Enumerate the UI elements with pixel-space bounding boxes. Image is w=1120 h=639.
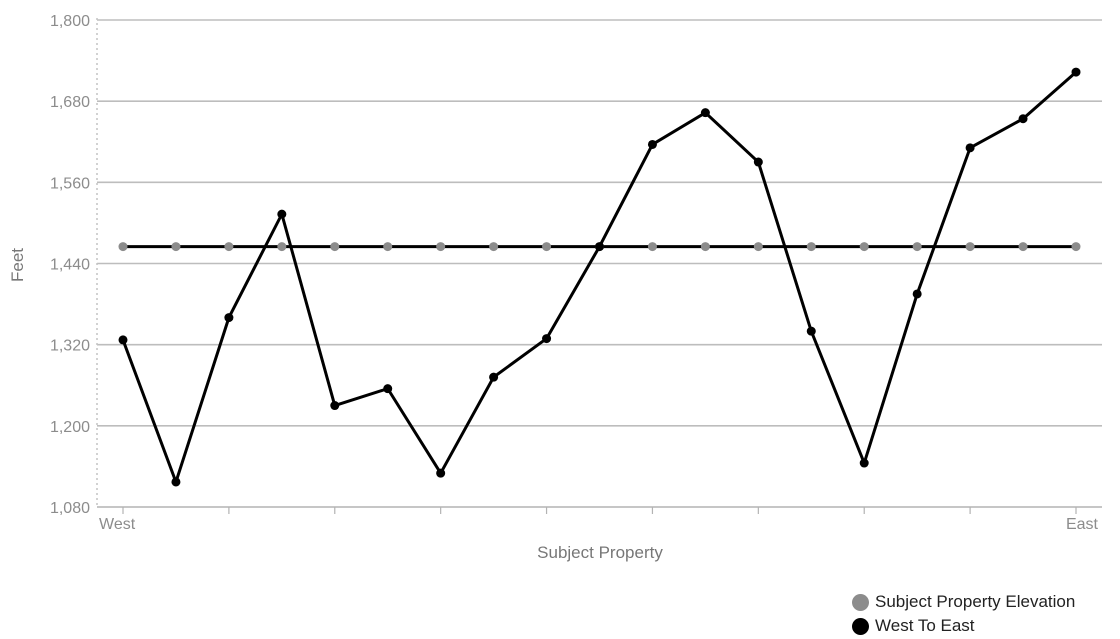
data-point-subject-property-elevation[interactable] [489,242,499,252]
x-tick-label-west: West [99,516,136,533]
y-tick-label: 1,080 [50,500,90,517]
data-point-west-to-east[interactable] [171,477,181,487]
data-point-subject-property-elevation[interactable] [753,242,763,252]
legend-item-subject-property-elevation[interactable]: Subject Property Elevation [852,590,1075,614]
data-point-subject-property-elevation[interactable] [224,242,234,252]
data-point-subject-property-elevation[interactable] [436,242,446,252]
data-point-west-to-east[interactable] [912,289,922,299]
data-point-subject-property-elevation[interactable] [383,242,393,252]
data-point-subject-property-elevation[interactable] [171,242,181,252]
data-point-west-to-east[interactable] [1018,114,1028,124]
y-tick-label: 1,680 [50,94,90,111]
data-point-subject-property-elevation[interactable] [806,242,816,252]
legend-item-west-to-east[interactable]: West To East [852,614,1075,638]
data-point-west-to-east[interactable] [489,372,499,382]
legend-marker-black-dot-icon [852,617,869,635]
data-point-subject-property-elevation[interactable] [1018,242,1028,252]
data-point-subject-property-elevation[interactable] [647,242,657,252]
y-tick-labels: 1,080 1,200 1,320 1,440 1,560 1,680 1,800 [50,13,90,517]
series-west-to-east [118,67,1081,487]
x-axis-title: Subject Property [537,543,663,562]
data-point-west-to-east[interactable] [965,143,975,153]
grid-lines [97,19,1102,427]
data-point-west-to-east[interactable] [859,458,869,468]
data-point-west-to-east[interactable] [700,108,710,118]
data-point-west-to-east[interactable] [224,313,234,323]
data-point-subject-property-elevation[interactable] [277,242,287,252]
data-point-subject-property-elevation[interactable] [118,242,128,252]
data-point-subject-property-elevation[interactable] [330,242,340,252]
y-tick-label: 1,560 [50,175,90,192]
data-point-subject-property-elevation[interactable] [965,242,975,252]
y-axis-title: Feet [8,248,27,282]
legend-label: Subject Property Elevation [875,592,1076,611]
axes [96,18,1102,514]
data-point-west-to-east[interactable] [330,401,340,411]
data-point-west-to-east[interactable] [277,209,287,219]
data-point-west-to-east[interactable] [595,242,604,252]
data-point-west-to-east[interactable] [753,157,763,167]
y-tick-label: 1,320 [50,338,90,355]
data-point-subject-property-elevation[interactable] [700,242,710,252]
data-point-west-to-east[interactable] [542,334,552,344]
x-tick-label-east: East [1066,516,1099,533]
legend: Subject Property Elevation West To East [852,590,1075,638]
data-point-west-to-east[interactable] [383,384,393,394]
series-line-west-to-east [121,70,1077,484]
y-tick-label: 1,440 [50,257,90,274]
data-point-subject-property-elevation[interactable] [1071,242,1081,252]
legend-label: West To East [875,616,975,635]
data-point-subject-property-elevation[interactable] [912,242,922,252]
data-point-west-to-east[interactable] [647,139,657,149]
data-point-subject-property-elevation[interactable] [542,242,552,252]
data-point-west-to-east[interactable] [436,468,446,478]
data-point-subject-property-elevation[interactable] [859,242,869,252]
y-tick-label: 1,200 [50,419,90,436]
y-tick-label: 1,800 [50,13,90,30]
legend-marker-gray-dot-icon [852,593,869,611]
data-point-west-to-east[interactable] [1071,67,1081,77]
data-point-west-to-east[interactable] [806,326,816,336]
data-point-west-to-east[interactable] [118,335,128,345]
series-group [118,67,1081,487]
